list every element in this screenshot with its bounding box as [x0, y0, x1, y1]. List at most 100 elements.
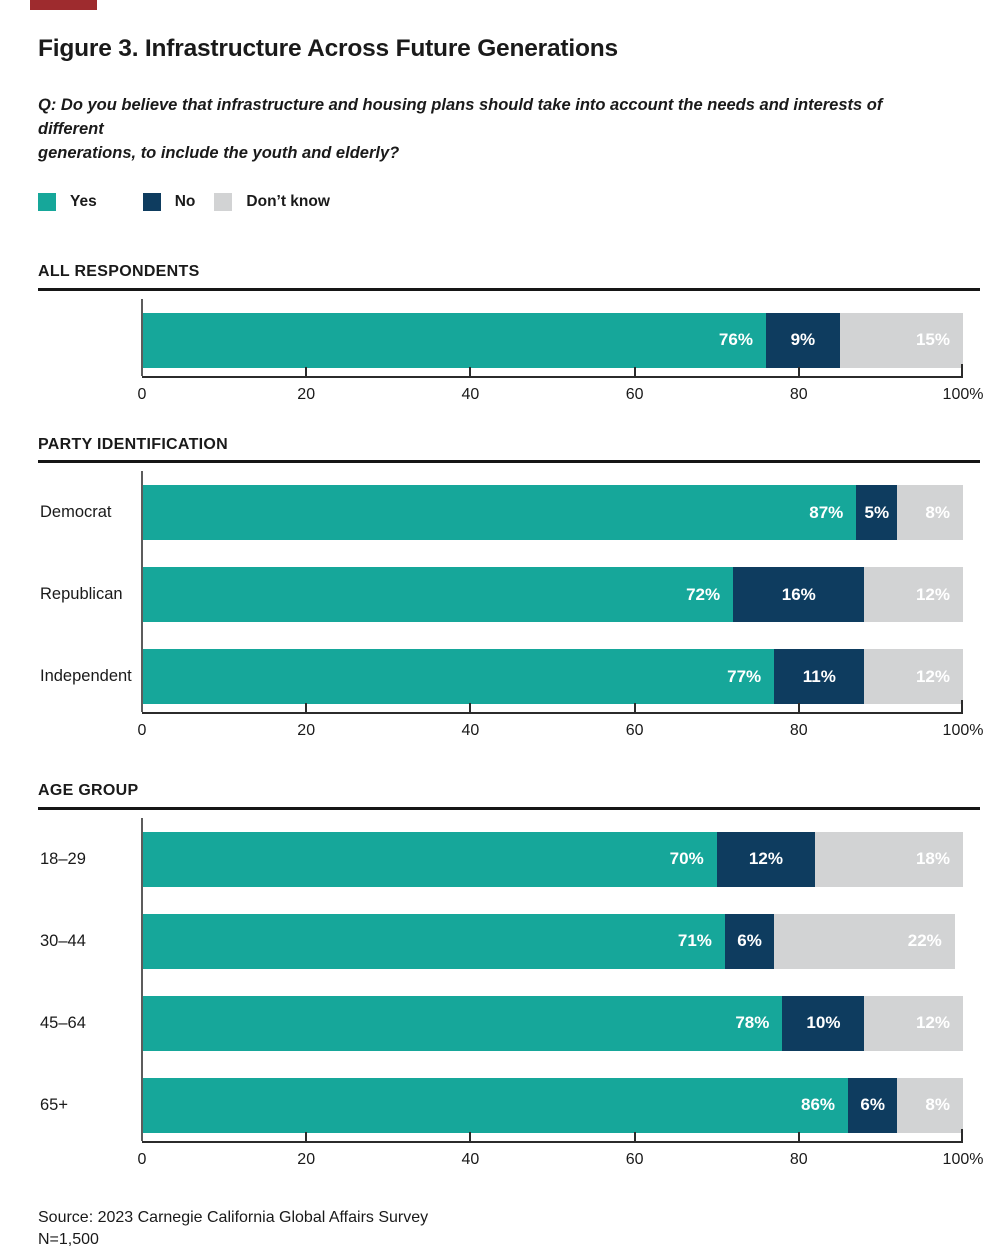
bar-value-label: 71%: [677, 931, 712, 951]
bar-segment-dont-know: 22%: [774, 913, 955, 969]
bar-segment-yes: 70%: [142, 831, 717, 887]
section-title: ALL RESPONDENTS: [38, 262, 200, 280]
bar-segment-yes: 86%: [142, 1077, 849, 1133]
axis-tick-label: 20: [297, 1150, 316, 1168]
axis-tick: [961, 700, 963, 713]
bar-segment-yes: 77%: [142, 649, 775, 705]
section-rule: [38, 287, 980, 291]
legend-item-dont-know: Don’t know: [214, 192, 330, 211]
axis-tick: [469, 1131, 472, 1141]
legend-label-yes: Yes: [70, 192, 97, 210]
bar-segment-no: 11%: [774, 649, 865, 705]
bar-value-label: 5%: [864, 502, 890, 522]
x-axis-line: [142, 1128, 963, 1143]
axis-tick-label: 80: [789, 385, 808, 403]
legend-swatch-no-icon: [142, 192, 161, 211]
bar-segment-no: 16%: [733, 567, 865, 623]
category-label: [38, 313, 142, 368]
axis-tick: [469, 703, 472, 713]
bar-segment-dont-know: 8%: [897, 485, 963, 541]
axis-tick-label: 0: [137, 1150, 147, 1168]
source-line: Source: 2023 Carnegie California Global …: [38, 1208, 429, 1226]
bar-value-label: 12%: [748, 849, 783, 869]
bar-segment-dont-know: 12%: [864, 995, 963, 1051]
axis-tick: [633, 703, 636, 713]
section-rule: [38, 460, 980, 464]
x-axis-tick-labels: 0 20 40 60 80 100%: [138, 1150, 984, 1171]
axis-tick: [305, 703, 308, 713]
bar-value-label: 12%: [915, 584, 950, 604]
category-label: 30–44: [40, 931, 86, 950]
section-title: AGE GROUP: [38, 782, 139, 800]
axis-tick-label: 20: [297, 385, 316, 403]
bar-segment-dont-know: 12%: [864, 567, 963, 623]
legend-swatch-yes-icon: [38, 192, 56, 211]
bar-value-label: 22%: [907, 931, 942, 951]
axis-tick-label: 100%: [942, 722, 984, 740]
section-party-identification: PARTY IDENTIFICATION Democrat 87% 5% 8% Repu…: [38, 435, 984, 743]
axis-tick: [633, 366, 636, 376]
bar-value-label: 6%: [737, 931, 762, 951]
bar-segment-yes: 72%: [142, 567, 734, 623]
category-label: 45–64: [40, 1013, 86, 1032]
x-axis-line: [142, 700, 963, 715]
bar-segment-no: 9%: [765, 312, 840, 368]
figure-title: Figure 3. Infrastructure Across Future G…: [38, 35, 618, 62]
category-label: Republican: [40, 585, 123, 604]
bar-value-label: 77%: [727, 666, 762, 686]
bar-track: 86% 6% 8%: [142, 1077, 963, 1133]
bar-segment-dont-know: 8%: [897, 1077, 963, 1133]
legend-item-yes: Yes: [38, 192, 97, 211]
axis-tick: [305, 1131, 308, 1141]
bar-value-label: 70%: [669, 849, 704, 869]
bar-segment-yes: 78%: [142, 995, 783, 1051]
axis-tick: [797, 366, 800, 376]
bar-value-label: 16%: [781, 584, 816, 604]
bar-segment-dont-know: 12%: [864, 649, 963, 705]
axis-tick: [797, 1131, 800, 1141]
category-label: 65+: [40, 1095, 68, 1114]
x-axis-tick-labels: 0 20 40 60 80 100%: [138, 722, 984, 742]
bar-segment-yes: 71%: [142, 913, 725, 969]
category-label: Democrat: [40, 503, 112, 522]
axis-tick: [305, 366, 308, 376]
legend-label-no: No: [174, 192, 196, 210]
category-label: 18–29: [40, 849, 86, 868]
bar-row: 18–29 70% 12% 18%: [38, 831, 963, 887]
axis-tick: [469, 366, 472, 376]
axis-tick-label: 40: [461, 1150, 480, 1168]
axis-tick-label: 80: [789, 1150, 808, 1168]
brand-accent-bar: [30, 0, 97, 10]
axis-tick-label: 60: [625, 385, 644, 403]
bar-value-label: 8%: [925, 502, 950, 522]
axis-tick-label: 20: [297, 722, 316, 740]
y-axis-line: [141, 471, 143, 713]
bar-value-label: 12%: [915, 666, 950, 686]
bar-track: 71% 6% 22%: [142, 913, 963, 969]
bar-segment-no: 5%: [856, 485, 898, 541]
section-age-group: AGE GROUP 18–29 70% 12% 18% 30–44 71% 6% 22% 45–…: [38, 782, 984, 1171]
bar-track: 78% 10% 12%: [142, 995, 963, 1051]
axis-tick-label: 80: [789, 722, 808, 740]
legend: Yes No Don’t know: [38, 192, 963, 211]
bar-value-label: 78%: [735, 1013, 770, 1033]
section-title: PARTY IDENTIFICATION: [38, 435, 228, 453]
axis-tick-label: 40: [461, 722, 480, 740]
bar-value-label: 18%: [915, 849, 950, 869]
bar-track: 70% 12% 18%: [142, 831, 963, 887]
bar-segment-no: 6%: [724, 913, 775, 969]
bar-track: 76% 9% 15%: [142, 312, 963, 368]
figure-content: Figure 3. Infrastructure Across Future G…: [38, 35, 984, 1247]
bar-segment-dont-know: 18%: [815, 831, 963, 887]
bar-chart: 76% 9% 15%: [38, 298, 963, 376]
x-axis-line: [142, 363, 963, 378]
axis-tick: [961, 363, 963, 376]
bar-value-label: 10%: [806, 1013, 841, 1033]
legend-swatch-dont-know-icon: [214, 192, 233, 211]
bar-value-label: 87%: [809, 502, 844, 522]
axis-tick: [961, 1128, 963, 1141]
bar-rows: Democrat 87% 5% 8% Republican 72% 16% 12% Indepe…: [38, 485, 963, 705]
axis-tick-label: 100%: [942, 385, 984, 403]
bar-track: 72% 16% 12%: [142, 567, 963, 623]
